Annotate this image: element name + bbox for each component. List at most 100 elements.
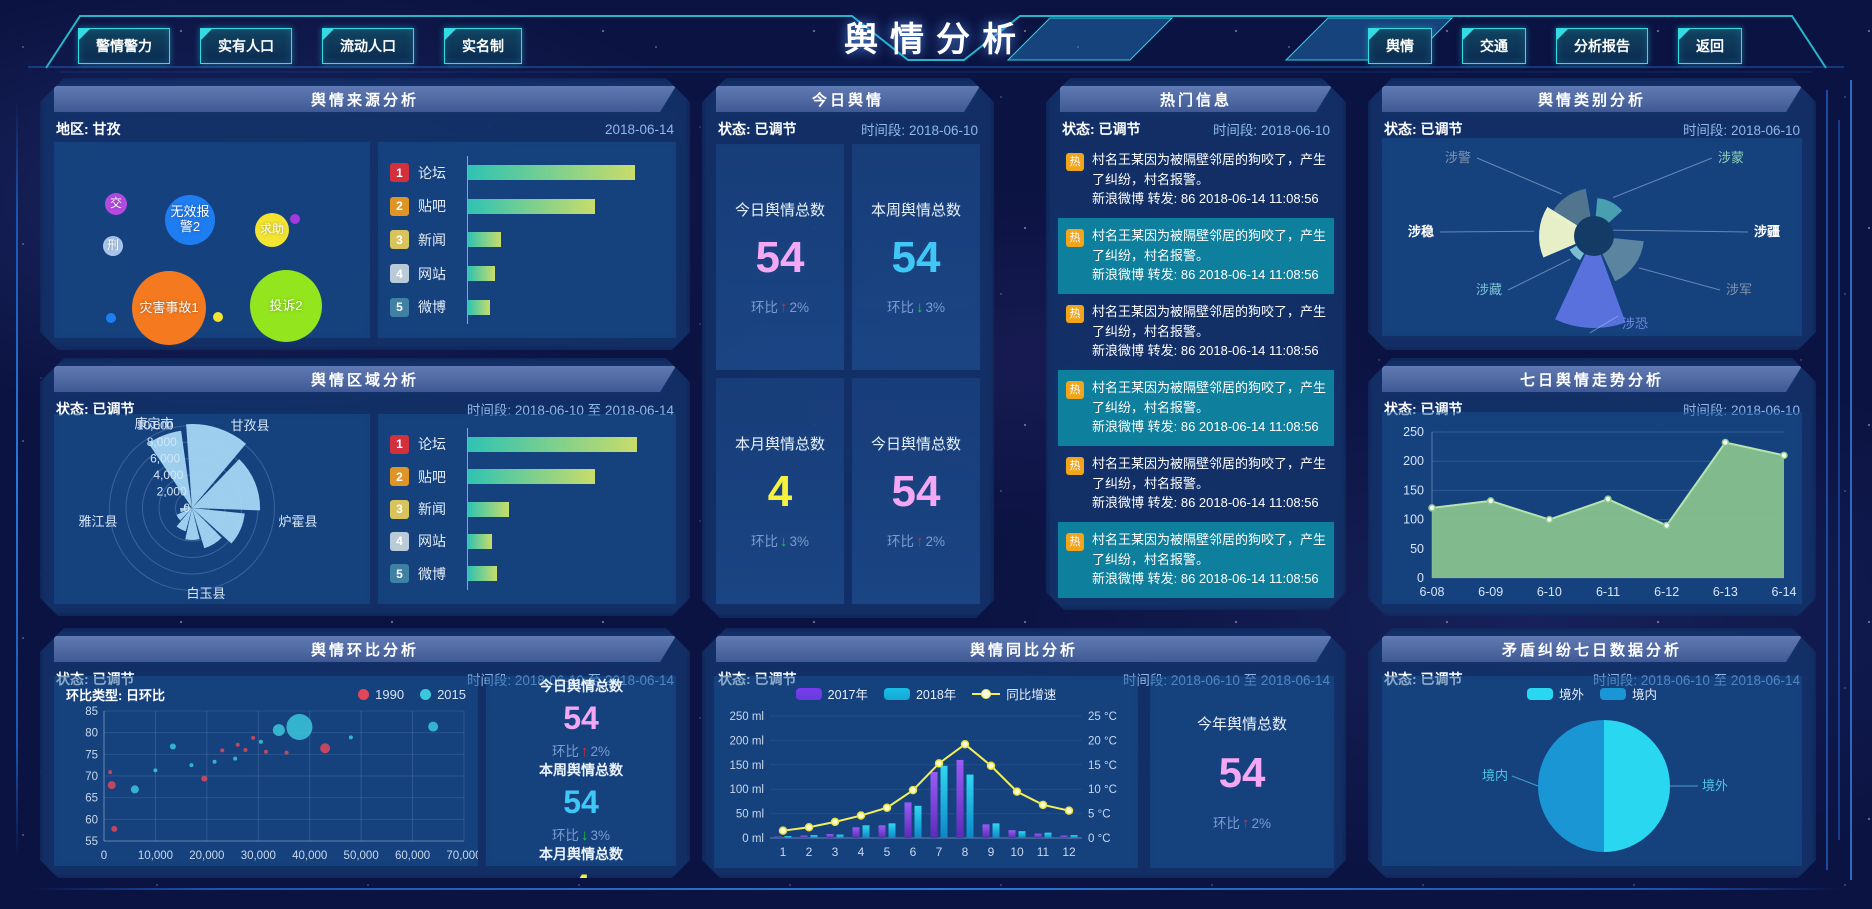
svg-text:20 °C: 20 °C bbox=[1088, 735, 1117, 747]
analysis-report-button[interactable]: 分析报告 bbox=[1556, 28, 1648, 64]
region-rose-chart: 0 2,000 4,000 6,000 8,000 10,000 康定市 甘孜县 雅江县 炉霍县白… bbox=[54, 414, 370, 604]
svg-text:6-09: 6-09 bbox=[1478, 585, 1503, 599]
panel-title: 舆情类别分析 bbox=[1382, 86, 1802, 112]
panel-hot-info: 热门信息 状态: 已调节 时间段: 2018-06-10 热村名王某因为被隔壁邻… bbox=[1046, 78, 1346, 610]
yoy-legend[interactable]: 2017年 2018年 同比增速 bbox=[714, 676, 1138, 706]
real-population-button[interactable]: 实有人口 bbox=[200, 28, 292, 64]
svg-text:70: 70 bbox=[85, 771, 98, 783]
bubble-dot bbox=[106, 313, 116, 323]
bar-row-新闻: 3 新闻 bbox=[390, 493, 664, 525]
hot-info-item[interactable]: 热村名王某因为被隔壁邻居的狗咬了，产生了纠纷，村名报警。 新浪微博 转发: 86 … bbox=[1058, 370, 1334, 446]
svg-text:6-08: 6-08 bbox=[1419, 585, 1444, 599]
svg-text:涉疆: 涉疆 bbox=[1754, 224, 1780, 239]
bubble-chart: 交无效报警2 求助刑灾害事故1 投诉2 bbox=[54, 142, 370, 338]
bar-row-微博: 5 微博 bbox=[390, 290, 664, 324]
svg-text:4,000: 4,000 bbox=[153, 468, 183, 482]
svg-text:75: 75 bbox=[85, 749, 98, 761]
back-button[interactable]: 返回 bbox=[1678, 28, 1742, 64]
bubble-刑: 刑 bbox=[103, 236, 123, 256]
hot-badge-icon: 热 bbox=[1066, 153, 1084, 171]
svg-text:60,000: 60,000 bbox=[395, 850, 430, 862]
hot-badge-icon: 热 bbox=[1066, 305, 1084, 323]
bubble-灾害事故1: 灾害事故1 bbox=[132, 271, 206, 345]
svg-text:150: 150 bbox=[1403, 483, 1424, 497]
svg-text:70,000: 70,000 bbox=[446, 850, 478, 862]
region-bar-chart: 1 论坛 2 贴吧 3 新闻 4 网站 5 微博 bbox=[378, 414, 676, 604]
panel-today-opinion: 今日舆情 状态: 已调节 时间段: 2018-06-10 今日舆情总数 54 环比 ↑… bbox=[702, 78, 994, 618]
status-label: 状态: 已调节 bbox=[56, 401, 135, 417]
svg-text:6-11: 6-11 bbox=[1596, 585, 1620, 599]
panel-category-analysis: 舆情类别分析 状态: 已调节 时间段: 2018-06-10 涉警 涉蒙 涉疆 涉军涉… bbox=[1368, 78, 1816, 350]
floating-population-button[interactable]: 流动人口 bbox=[322, 28, 414, 64]
svg-text:2,000: 2,000 bbox=[157, 485, 187, 499]
delta-badge: 环比 ↓ 3% bbox=[551, 827, 610, 844]
arrow-up-icon: ↑ bbox=[580, 743, 589, 760]
svg-text:6-12: 6-12 bbox=[1654, 585, 1679, 599]
panel-title: 七日舆情走势分析 bbox=[1382, 366, 1802, 392]
dispute-legend[interactable]: 境外 境内 bbox=[1382, 676, 1802, 706]
bubble-投诉2: 投诉2 bbox=[250, 270, 322, 342]
bubble-求助: 求助 bbox=[255, 213, 289, 247]
police-alerts-button[interactable]: 警情警力 bbox=[78, 28, 170, 64]
bar-row-新闻: 3 新闻 bbox=[390, 223, 664, 257]
panel-title: 舆情区域分析 bbox=[54, 366, 676, 392]
svg-text:50,000: 50,000 bbox=[344, 850, 379, 862]
stat-本月舆情总数: 本月舆情总数 4 bbox=[539, 846, 623, 904]
public-opinion-button[interactable]: 舆情 bbox=[1368, 28, 1432, 64]
mom-type-label: 环比类型: 日环比 bbox=[66, 687, 165, 703]
bar-row-论坛: 1 论坛 bbox=[390, 156, 664, 190]
svg-text:11: 11 bbox=[1037, 845, 1050, 859]
svg-text:10,000: 10,000 bbox=[138, 850, 173, 862]
svg-text:150 ml: 150 ml bbox=[729, 760, 764, 772]
traffic-button[interactable]: 交通 bbox=[1462, 28, 1526, 64]
svg-text:境外: 境外 bbox=[1702, 778, 1728, 793]
svg-text:7: 7 bbox=[936, 845, 943, 859]
hot-info-item[interactable]: 热村名王某因为被隔壁邻居的狗咬了，产生了纠纷，村名报警。 新浪微博 转发: 86 … bbox=[1058, 446, 1334, 522]
dispute-pie-chart: 境外 境内 境外 境内 bbox=[1382, 676, 1802, 866]
hot-info-item[interactable]: 热村名王某因为被隔壁邻居的狗咬了，产生了纠纷，村名报警。 新浪微博 转发: 86 … bbox=[1058, 294, 1334, 370]
bubble-交: 交 bbox=[105, 193, 127, 215]
svg-text:0: 0 bbox=[183, 501, 190, 515]
delta-badge: 环比 ↓ 3% bbox=[750, 532, 809, 550]
svg-text:20,000: 20,000 bbox=[189, 850, 224, 862]
svg-text:8,000: 8,000 bbox=[147, 435, 177, 449]
period-label: 时间段: 2018-06-10 bbox=[860, 123, 978, 138]
svg-text:4: 4 bbox=[858, 845, 865, 859]
delta-badge: 环比 ↑ 2% bbox=[1212, 814, 1271, 832]
svg-text:10,000: 10,000 bbox=[137, 419, 174, 433]
real-name-button[interactable]: 实名制 bbox=[444, 28, 522, 64]
svg-text:8: 8 bbox=[962, 845, 969, 859]
svg-text:康定市: 康定市 bbox=[134, 416, 173, 431]
hot-info-item[interactable]: 热村名王某因为被隔壁邻居的狗咬了，产生了纠纷，村名报警。 新浪微博 转发: 86 … bbox=[1058, 522, 1334, 598]
svg-text:15 °C: 15 °C bbox=[1088, 760, 1117, 772]
bar-row-微博: 5 微博 bbox=[390, 558, 664, 590]
right-frame-line-3 bbox=[1850, 80, 1852, 880]
bar-row-贴吧: 2 贴吧 bbox=[390, 460, 664, 492]
today-stat-box: 本周舆情总数 54 环比 ↓ 3% bbox=[852, 144, 980, 370]
panel-mom-analysis: 舆情环比分析 状态: 已调节 时间段: 2018-06-10 至 2018-06… bbox=[40, 628, 690, 878]
left-frame-line bbox=[16, 100, 18, 858]
svg-text:55: 55 bbox=[85, 836, 98, 848]
bubble-dot bbox=[213, 312, 223, 322]
svg-text:10: 10 bbox=[1010, 845, 1024, 859]
svg-text:涉恐: 涉恐 bbox=[1622, 316, 1648, 331]
delta-badge: 环比 ↑ 2% bbox=[750, 298, 809, 316]
svg-text:65: 65 bbox=[85, 793, 98, 805]
svg-text:涉警: 涉警 bbox=[1445, 150, 1471, 165]
scatter-legend[interactable]: 1990 2015 bbox=[358, 687, 466, 702]
hot-badge-icon: 热 bbox=[1066, 229, 1084, 247]
status-label: 状态: 已调节 bbox=[1384, 121, 1463, 137]
stat-今日舆情总数: 今日舆情总数 54 环比 ↑ 2% bbox=[539, 678, 623, 760]
hot-info-item[interactable]: 热村名王某因为被隔壁邻居的狗咬了，产生了纠纷，村名报警。 新浪微博 转发: 86 … bbox=[1058, 142, 1334, 218]
hot-info-list: 热村名王某因为被隔壁邻居的狗咬了，产生了纠纷，村名报警。 新浪微博 转发: 86 … bbox=[1058, 142, 1334, 598]
yoy-stat: 今年舆情总数 54 环比 ↑ 2% bbox=[1150, 676, 1334, 868]
hot-info-item[interactable]: 热村名王某因为被隔壁邻居的狗咬了，产生了纠纷，村名报警。 新浪微博 转发: 86 … bbox=[1058, 218, 1334, 294]
svg-text:9: 9 bbox=[988, 845, 995, 859]
trend-area-svg: 0 50 100 150 200 250 6-08 6-09 6-10 6-11 6-12 6-13 6… bbox=[1382, 412, 1802, 604]
scatter-svg: 0 10,000 20,000 30,000 40,000 50,000 60,000 70,… bbox=[54, 705, 478, 865]
svg-text:0: 0 bbox=[101, 850, 107, 862]
svg-text:炉霍县: 炉霍县 bbox=[278, 514, 317, 529]
today-stat-box: 本月舆情总数 4 环比 ↓ 3% bbox=[716, 378, 844, 604]
svg-text:境内: 境内 bbox=[1482, 768, 1508, 783]
